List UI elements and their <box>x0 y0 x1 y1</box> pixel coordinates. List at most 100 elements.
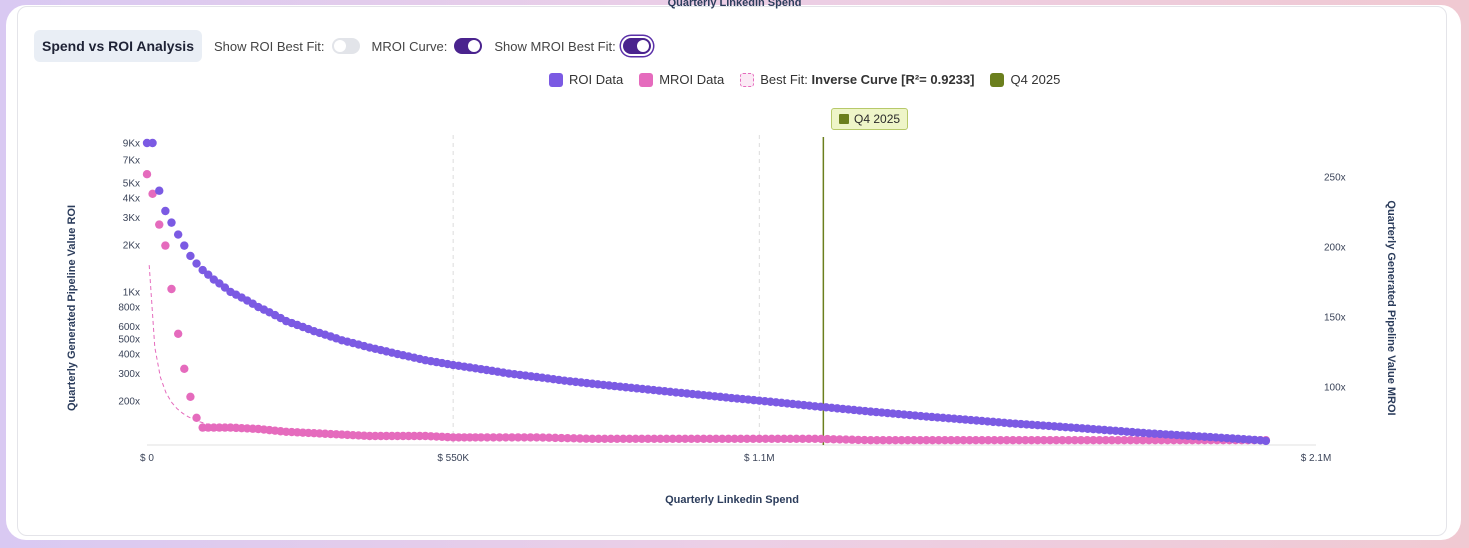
mroi-point <box>885 436 894 445</box>
mroi-point <box>180 364 189 373</box>
mroi-point <box>501 433 510 442</box>
roi-point <box>173 230 183 239</box>
mroi-point <box>544 433 554 442</box>
mroi-point <box>489 433 498 442</box>
mroi-point <box>520 433 529 442</box>
q4-marker-badge: Q4 2025 <box>831 108 909 130</box>
mroi-point <box>1113 436 1123 445</box>
legend-best-fit-prefix: Best Fit: <box>760 72 808 87</box>
mroi-point <box>718 434 727 443</box>
y-right-tick-label: 250x <box>1324 173 1346 184</box>
roi-point <box>186 251 195 261</box>
q4-badge-label: Q4 2025 <box>854 112 901 126</box>
legend-q4[interactable]: Q4 2025 <box>990 72 1060 87</box>
mroi-point <box>755 434 764 443</box>
mroi-point <box>946 436 956 445</box>
mroi-point <box>581 434 591 443</box>
y-left-tick-label: 600x <box>118 322 140 333</box>
legend-roi[interactable]: ROI Data <box>549 72 623 87</box>
legend-q4-label: Q4 2025 <box>1010 72 1061 87</box>
mroi-point <box>872 436 882 445</box>
legend-roi-swatch <box>549 72 563 87</box>
mroi-point <box>878 436 888 445</box>
mroi-point <box>1033 436 1042 445</box>
mroi-point <box>612 434 622 443</box>
mroi-point <box>1064 436 1073 445</box>
legend-mroi[interactable]: MROI Data <box>639 72 724 87</box>
mroi-point <box>854 435 863 445</box>
legend-roi-label: ROI Data <box>569 72 624 87</box>
mroi-point <box>835 435 844 444</box>
mroi-point <box>786 434 795 443</box>
mroi-point <box>1107 436 1117 445</box>
roi-best-fit-toggle[interactable] <box>331 38 360 54</box>
mroi-curve-toggle[interactable] <box>454 38 483 54</box>
mroi-point <box>971 436 981 445</box>
mroi-point <box>1101 436 1110 445</box>
y-left-tick-label: 200x <box>118 397 140 408</box>
mroi-point <box>1095 436 1104 445</box>
mroi-point <box>705 434 715 443</box>
mroi-point <box>841 435 851 444</box>
mroi-point <box>693 434 702 443</box>
y-left-tick-label: 3Kx <box>123 213 140 224</box>
toggle-knob <box>333 40 346 52</box>
mroi-point <box>1008 436 1018 445</box>
mroi-point <box>551 433 560 443</box>
y-right-tick-label: 200x <box>1324 243 1346 254</box>
mroi-point <box>736 434 745 443</box>
mroi-point <box>977 436 987 445</box>
mroi-point <box>1132 436 1141 445</box>
y-left-tick-label: 9Kx <box>123 139 140 150</box>
mroi-best-fit-toggle[interactable] <box>622 38 651 54</box>
mroi-point <box>186 392 195 401</box>
mroi-best-fit-label: Show MROI Best Fit: <box>494 38 616 54</box>
mroi-point <box>631 434 640 443</box>
mroi-point <box>532 433 541 442</box>
mroi-point <box>823 434 832 444</box>
mroi-point <box>687 434 696 443</box>
mroi-point <box>1138 436 1148 445</box>
mroi-point <box>594 434 603 443</box>
mroi-point <box>1089 436 1098 445</box>
mroi-point <box>1039 436 1049 445</box>
mroi-point <box>495 433 504 442</box>
mroi-best-fit-control: Show MROI Best Fit: <box>494 38 651 54</box>
mroi-point <box>656 434 665 443</box>
mroi-point <box>1070 436 1079 445</box>
mroi-point <box>643 434 653 443</box>
mroi-point <box>965 436 974 445</box>
roi-point <box>204 270 213 279</box>
y-left-tick-label: 1Kx <box>123 287 140 298</box>
mroi-point <box>674 434 684 443</box>
mroi-point <box>761 434 770 443</box>
mroi-point <box>829 435 838 444</box>
mroi-point <box>792 434 801 443</box>
mroi-point <box>192 413 201 422</box>
mroi-point <box>742 434 752 443</box>
mroi-best-fit-line <box>148 265 1266 442</box>
y-left-tick-label: 4Kx <box>123 193 140 204</box>
chart-controls: Spend vs ROI Analysis Show ROI Best Fit:… <box>34 30 651 62</box>
q4-badge-swatch <box>839 114 849 124</box>
mroi-point <box>909 436 919 445</box>
section-title: Spend vs ROI Analysis <box>34 30 202 62</box>
mroi-point <box>816 434 826 444</box>
legend-best-fit[interactable]: Best Fit: Inverse Curve [R²= 0.9233] <box>740 72 974 87</box>
mroi-point <box>1144 436 1154 445</box>
legend-q4-swatch <box>990 72 1005 87</box>
roi-point <box>167 218 176 227</box>
mroi-point <box>730 434 739 443</box>
mroi-curve-label: MROI Curve: <box>371 38 448 54</box>
mroi-point <box>903 436 912 445</box>
legend-best-fit-value: Inverse Curve [R²= 0.9233] <box>811 72 975 87</box>
mroi-point <box>662 434 671 443</box>
mroi-curve-control: MROI Curve: <box>372 38 483 54</box>
mroi-point <box>1076 436 1086 445</box>
x-tick-label: $ 1.1M <box>744 453 775 464</box>
mroi-point <box>928 436 937 445</box>
mroi-point <box>922 436 931 445</box>
mroi-point <box>569 434 578 443</box>
mroi-point <box>711 434 721 443</box>
